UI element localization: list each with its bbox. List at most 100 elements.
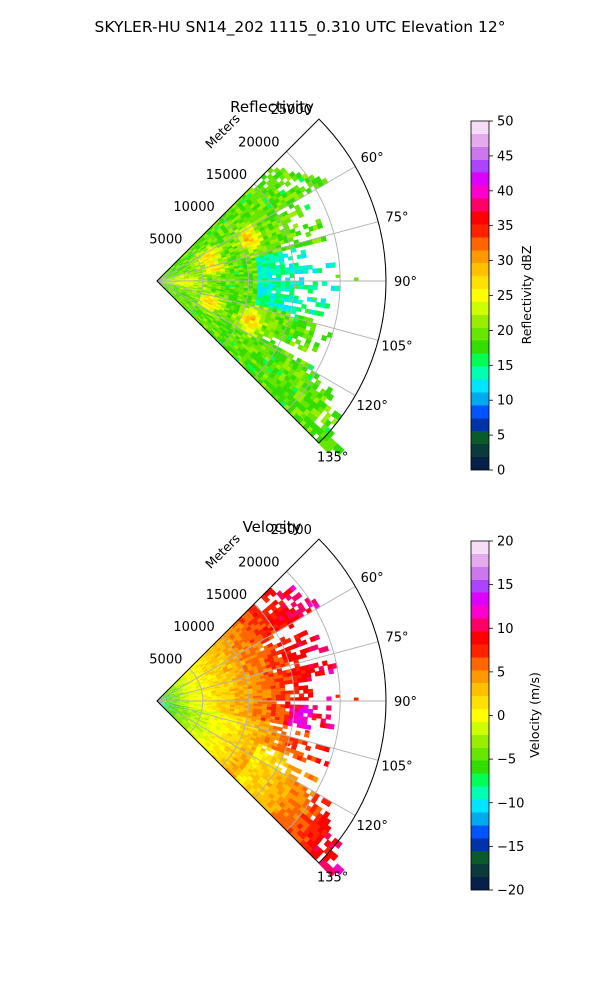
data-cell [193, 277, 199, 280]
data-cell [216, 694, 222, 697]
data-cell [207, 696, 213, 699]
data-cell [328, 668, 335, 675]
data-cell [227, 312, 233, 317]
data-cell [269, 339, 276, 345]
data-cell [183, 260, 189, 265]
data-cell [269, 256, 275, 261]
data-cell [206, 740, 212, 745]
data-cell [221, 697, 227, 700]
data-cell [185, 263, 191, 267]
data-cell [206, 269, 212, 272]
data-cell [286, 407, 294, 415]
data-cell [180, 683, 185, 687]
data-cell [178, 681, 184, 685]
data-cell [199, 742, 204, 747]
data-cell [306, 676, 312, 682]
data-cell [192, 272, 199, 275]
data-cell [256, 684, 262, 689]
data-cell [270, 295, 276, 301]
data-cell [216, 284, 222, 287]
data-cell [194, 261, 200, 265]
data-cell [221, 344, 228, 350]
data-cell [221, 303, 227, 308]
data-cell [266, 692, 272, 696]
data-cell [190, 684, 196, 688]
data-cell [187, 710, 193, 713]
data-cell [167, 269, 172, 273]
data-cell [251, 262, 258, 267]
data-cell [190, 715, 196, 720]
data-cell [253, 750, 260, 757]
data-cell [166, 279, 172, 281]
data-cell [210, 647, 216, 653]
data-cell [282, 673, 289, 679]
data-cell [214, 736, 220, 742]
data-cell [218, 642, 224, 648]
data-cell [248, 273, 254, 277]
data-cell [236, 744, 242, 750]
data-cell [215, 725, 221, 730]
data-cell [200, 264, 206, 267]
data-cell [335, 446, 345, 456]
data-cell [206, 290, 212, 293]
data-cell [219, 727, 226, 732]
data-cell [191, 712, 197, 716]
data-cell [184, 279, 190, 281]
data-cell [254, 328, 261, 334]
data-cell [222, 235, 228, 241]
data-cell [252, 291, 258, 295]
data-cell [220, 736, 226, 741]
data-cell [201, 312, 207, 317]
data-cell [180, 255, 185, 260]
data-cell [226, 744, 232, 749]
data-cell [250, 746, 257, 752]
data-cell [165, 703, 171, 706]
data-cell [164, 706, 169, 710]
data-cell [170, 292, 175, 297]
data-cell [211, 303, 217, 308]
colorbar-tick-label: 25 [497, 289, 514, 304]
data-cell [209, 661, 216, 667]
data-cell [218, 679, 224, 683]
data-cell [182, 690, 188, 693]
data-cell [301, 673, 307, 679]
data-cell [171, 292, 176, 296]
data-cell [229, 307, 236, 311]
data-cell [241, 244, 248, 249]
data-cell [207, 283, 213, 286]
data-cell [193, 718, 199, 723]
data-cell [179, 704, 185, 706]
data-cell [212, 300, 218, 305]
data-cell [177, 689, 183, 693]
data-cell [216, 330, 222, 336]
data-cell [202, 702, 208, 704]
data-cell [209, 716, 215, 720]
data-cell [220, 652, 226, 658]
data-cell [210, 742, 216, 748]
data-cell [271, 697, 277, 702]
data-cell [271, 284, 277, 288]
data-cell [177, 268, 183, 272]
data-cell [270, 293, 276, 297]
data-cell [208, 248, 214, 253]
data-cell [247, 263, 253, 267]
data-cell [232, 750, 239, 757]
data-cell [279, 297, 285, 302]
data-cell [223, 247, 229, 252]
data-cell [202, 667, 208, 672]
data-cell [238, 657, 245, 662]
data-cell [210, 267, 216, 270]
data-cell [225, 277, 231, 280]
data-cell [229, 222, 236, 228]
data-cell [202, 310, 208, 316]
data-cell [170, 695, 176, 698]
data-cell [217, 228, 223, 234]
data-cell [301, 629, 309, 637]
data-cell [170, 275, 176, 278]
data-cell [207, 698, 213, 700]
data-cell [195, 673, 201, 678]
data-cell [205, 741, 211, 747]
angle-tick-label: 60° [361, 151, 384, 166]
data-cell [177, 291, 182, 295]
data-cell [213, 679, 219, 683]
